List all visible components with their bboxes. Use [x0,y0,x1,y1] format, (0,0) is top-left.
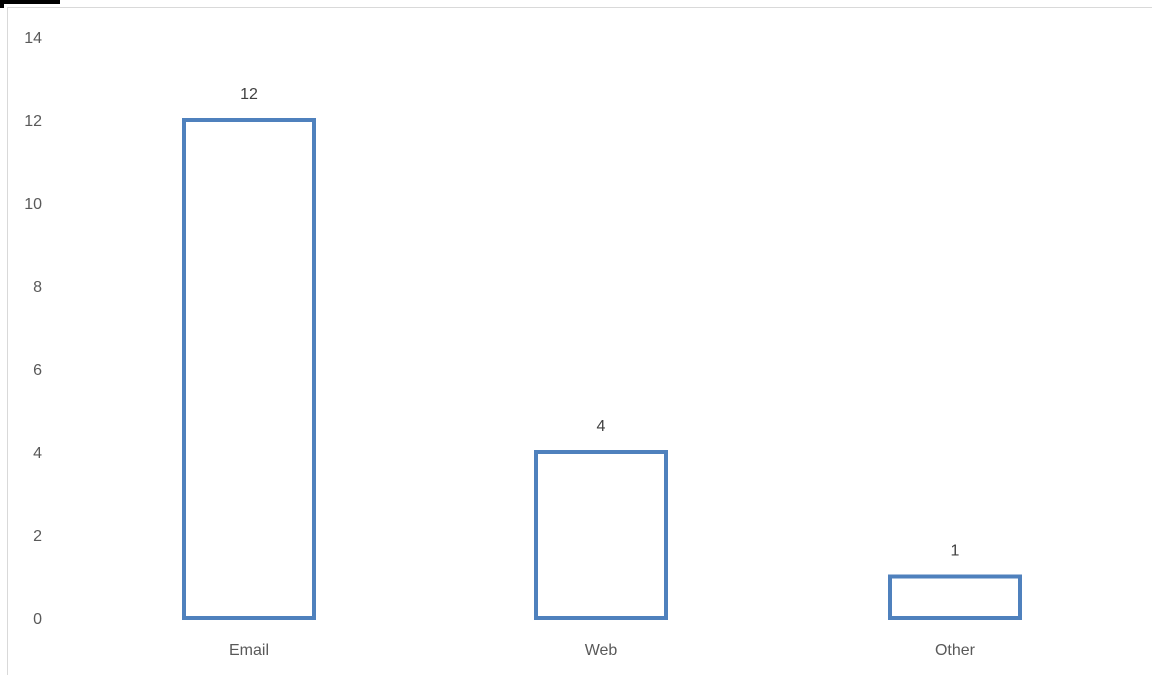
data-labels: 12 4 1 [240,86,959,560]
data-label-web: 4 [597,418,606,435]
y-axis: 0 2 4 6 8 10 12 14 [24,30,42,628]
y-tick-label: 6 [33,362,42,379]
x-tick-label-email: Email [229,642,269,659]
bar-other [888,574,1022,620]
bars [182,118,1022,620]
chart-frame [7,7,1152,675]
bar-email [182,118,316,620]
y-tick-label: 2 [33,528,42,545]
y-tick-label: 10 [24,196,42,213]
y-tick-label: 12 [24,113,42,130]
bar-web [534,450,668,620]
corner-mark-vertical [0,0,4,8]
y-tick-label: 4 [33,445,42,462]
y-tick-label: 14 [24,30,42,47]
x-tick-label-other: Other [935,642,976,659]
x-axis: Email Web Other [229,642,976,659]
corner-mark-horizontal [0,0,60,4]
data-label-email: 12 [240,86,258,103]
y-tick-label: 0 [33,611,42,628]
corner-mark [0,0,60,8]
x-tick-label-web: Web [585,642,618,659]
data-label-other: 1 [951,543,960,560]
y-tick-label: 8 [33,279,42,296]
